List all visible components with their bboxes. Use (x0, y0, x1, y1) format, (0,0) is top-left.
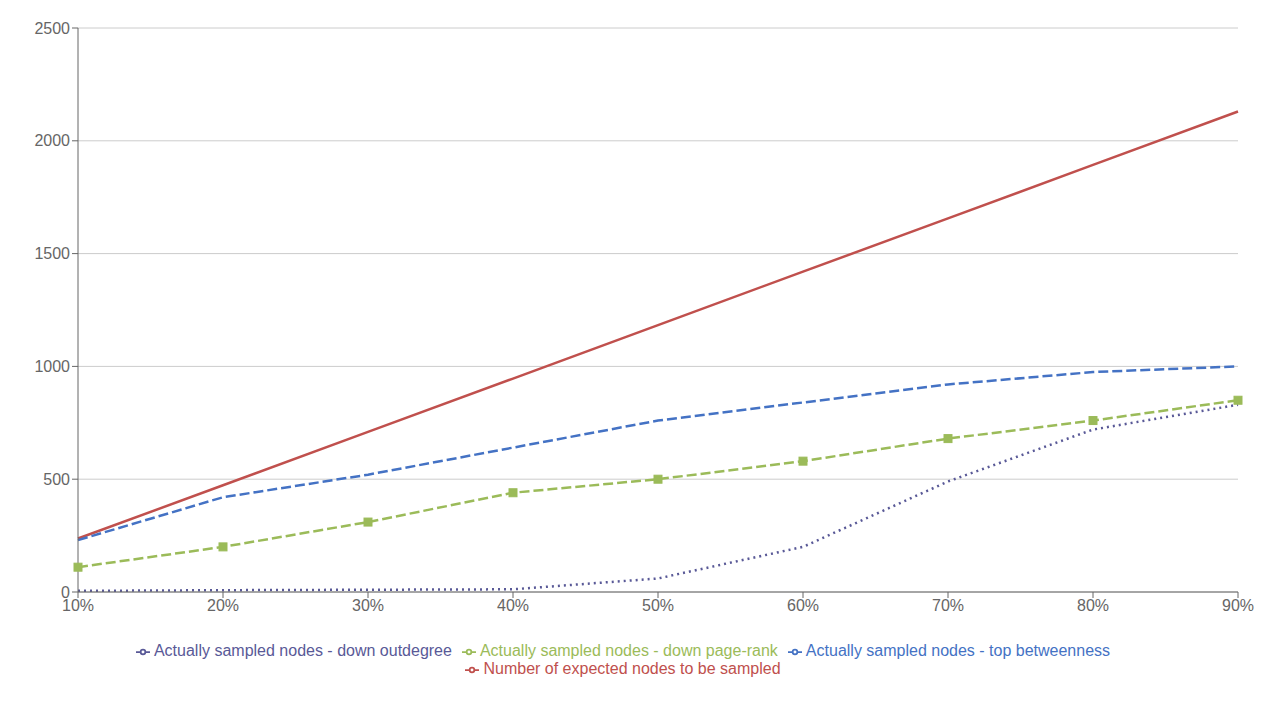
svg-text:50%: 50% (642, 597, 674, 614)
html-text:Number of expected nodes to be: Number of expected nodes to be sampled (483, 660, 781, 677)
svg-text:40%: 40% (497, 597, 529, 614)
svg-text:70%: 70% (932, 597, 964, 614)
svg-text:1500: 1500 (34, 245, 70, 262)
svg-text:10%: 10% (62, 597, 94, 615)
html-text:Actually sampled nodes - top b: Actually sampled nodes - top betweenness (805, 642, 1110, 659)
svg-text:0: 0 (61, 584, 70, 601)
svg-text:1000: 1000 (34, 358, 70, 375)
svg-text:80%: 80% (1077, 597, 1109, 614)
svg-text:2000: 2000 (34, 132, 70, 149)
html-text:Actually sampled nodes - down: Actually sampled nodes - down outdegree (153, 642, 452, 659)
svg-text:60%: 60% (787, 597, 819, 614)
svg-text:20%: 20% (207, 597, 239, 614)
svg-text:30%: 30% (352, 597, 384, 614)
html-text:Actually sampled nodes - down: Actually sampled nodes - down page-rank (479, 642, 778, 659)
svg-text:500: 500 (43, 471, 70, 488)
svg-text:90%: 90% (1222, 597, 1254, 614)
svg-text:2500: 2500 (34, 20, 70, 37)
